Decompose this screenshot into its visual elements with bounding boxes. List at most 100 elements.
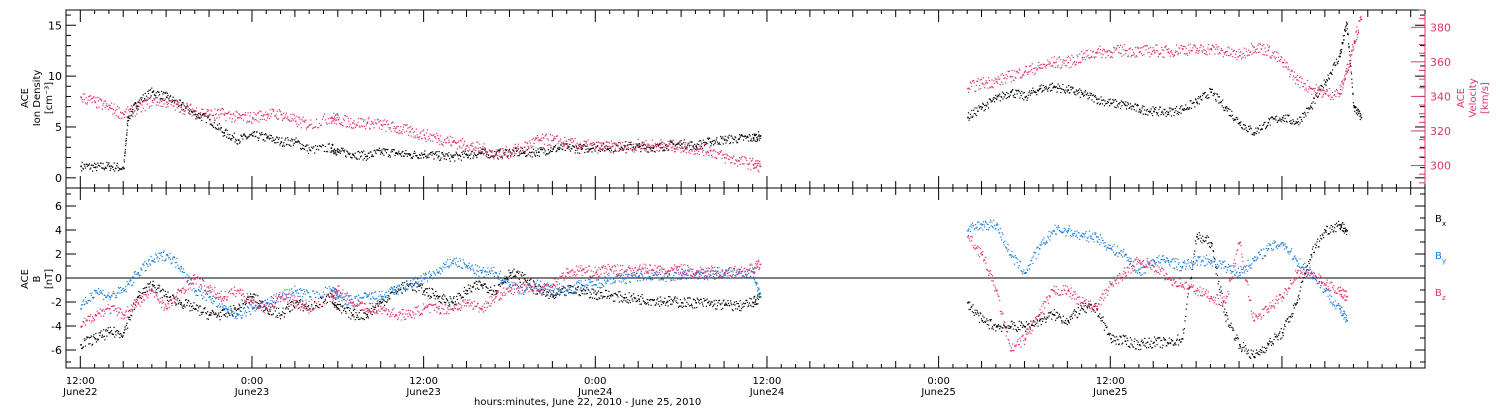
data-point	[399, 132, 401, 134]
data-point	[428, 294, 430, 296]
data-point	[632, 149, 634, 151]
data-point	[725, 302, 727, 304]
data-point	[606, 149, 608, 151]
data-point	[657, 145, 659, 147]
data-point	[1270, 57, 1273, 59]
data-point	[1254, 132, 1256, 134]
data-point	[352, 127, 354, 129]
data-point	[242, 303, 245, 305]
data-point	[720, 304, 722, 306]
data-point	[1295, 122, 1297, 124]
data-point	[1246, 55, 1248, 57]
data-point	[350, 157, 352, 159]
data-point	[276, 110, 278, 112]
data-point	[1070, 59, 1072, 61]
data-point	[1079, 62, 1081, 64]
data-point	[424, 150, 426, 152]
data-point	[645, 148, 647, 150]
data-point	[1245, 48, 1247, 50]
data-point	[646, 149, 648, 151]
data-point	[111, 333, 113, 335]
data-point	[150, 95, 152, 98]
data-point	[1259, 51, 1261, 53]
data-point	[1018, 72, 1020, 74]
data-point	[1159, 346, 1161, 348]
data-point	[652, 147, 655, 149]
data-point	[242, 134, 245, 136]
data-point	[520, 274, 522, 276]
data-point	[192, 112, 194, 114]
data-point	[1001, 96, 1003, 98]
data-point	[393, 149, 395, 151]
data-point	[449, 296, 451, 298]
data-point	[192, 110, 194, 112]
data-point	[111, 165, 113, 168]
data-point	[254, 301, 256, 303]
data-point	[358, 312, 360, 314]
data-point	[126, 123, 128, 125]
data-point	[237, 117, 239, 119]
data-point	[592, 147, 594, 149]
data-point	[1028, 71, 1030, 73]
data-point	[1020, 95, 1022, 97]
data-point	[698, 150, 700, 153]
data-point	[529, 142, 531, 144]
data-point	[113, 326, 115, 328]
data-point	[1049, 84, 1051, 86]
data-point	[108, 104, 110, 106]
data-point	[1201, 50, 1203, 52]
data-point	[1305, 115, 1307, 117]
data-point	[1250, 43, 1252, 45]
data-point	[200, 311, 202, 313]
data-point	[97, 162, 99, 164]
data-point	[549, 144, 551, 146]
data-point	[1002, 83, 1004, 85]
data-point	[1154, 108, 1156, 111]
data-point	[447, 136, 449, 138]
data-point	[149, 96, 152, 99]
data-point	[583, 140, 585, 142]
data-point	[571, 138, 574, 140]
data-point	[264, 140, 266, 142]
data-point	[413, 150, 416, 152]
data-point	[627, 147, 629, 149]
data-point	[543, 137, 545, 139]
data-point	[428, 135, 430, 137]
data-point	[457, 155, 459, 157]
data-point	[705, 151, 707, 153]
data-point	[497, 157, 499, 159]
data-point	[1329, 72, 1331, 75]
data-point	[977, 78, 979, 80]
data-point	[1027, 94, 1029, 96]
data-point	[739, 300, 741, 302]
data-point	[1114, 49, 1116, 51]
data-point	[1116, 100, 1118, 102]
data-point	[1308, 88, 1310, 90]
data-point	[84, 167, 87, 169]
data-point	[684, 146, 686, 148]
data-point	[350, 126, 352, 129]
data-point	[345, 156, 347, 158]
data-point	[151, 284, 154, 286]
data-point	[228, 111, 230, 113]
data-point	[269, 134, 271, 136]
data-point	[293, 306, 295, 308]
data-point	[419, 154, 421, 156]
data-point	[1209, 88, 1211, 90]
data-point	[201, 119, 203, 122]
data-point	[1187, 54, 1189, 56]
data-point	[277, 316, 279, 319]
data-point	[646, 303, 648, 305]
data-point	[183, 110, 185, 112]
data-point	[496, 149, 498, 151]
data-point	[1134, 56, 1136, 58]
data-point	[759, 163, 761, 165]
data-point	[374, 306, 377, 308]
data-point	[1035, 67, 1037, 69]
data-point	[1339, 93, 1341, 95]
data-point	[309, 124, 311, 126]
data-point	[433, 134, 435, 136]
data-point	[523, 278, 526, 280]
data-point	[1101, 317, 1103, 319]
data-point	[556, 292, 558, 294]
